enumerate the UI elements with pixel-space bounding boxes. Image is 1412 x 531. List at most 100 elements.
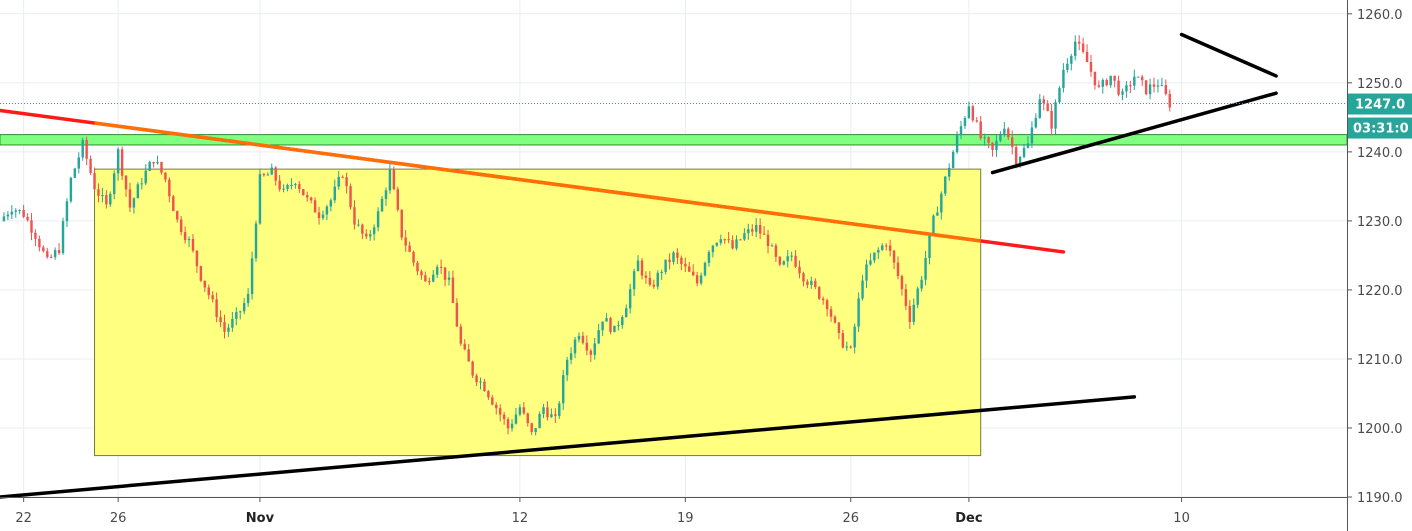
candle-body-20 — [81, 139, 84, 158]
candle-body-27 — [109, 193, 112, 205]
candle-body-233 — [920, 279, 923, 289]
candle-body-11 — [46, 251, 49, 257]
candle-body-114 — [451, 277, 455, 303]
candle-body-187 — [739, 239, 742, 241]
candle-body-137 — [542, 407, 545, 414]
candle-body-247 — [975, 120, 978, 122]
time-tick-label-7: 10 — [1173, 511, 1190, 526]
candle-body-221 — [873, 252, 876, 261]
candle-body-126 — [498, 408, 502, 415]
time-tick-label-4: 19 — [677, 511, 694, 526]
candle-body-8 — [34, 232, 37, 239]
candle-body-142 — [561, 375, 565, 404]
candle-body-266 — [1050, 110, 1053, 129]
candle-body-249 — [983, 137, 986, 139]
candle-body-205 — [810, 280, 813, 285]
candle-body-173 — [684, 263, 687, 267]
candle-body-54 — [215, 299, 218, 318]
candle-body-59 — [235, 312, 238, 319]
time-axis[interactable]: 22 26 Nov 12 19 26 Dec 10 — [0, 497, 1347, 526]
candle-body-286 — [1129, 85, 1132, 87]
candle-body-130 — [514, 414, 518, 424]
candle-body-228 — [900, 276, 904, 290]
candle-body-123 — [487, 391, 490, 398]
candle-body-248 — [979, 121, 982, 139]
long-support-line — [0, 395, 1137, 499]
candle-body-246 — [971, 106, 975, 121]
candle-body-135 — [534, 428, 537, 433]
candle-body-99 — [392, 169, 396, 190]
candle-body-21 — [85, 139, 88, 159]
candle-body-223 — [881, 245, 884, 250]
candle-body-263 — [1038, 99, 1042, 118]
candle-body-185 — [731, 240, 734, 249]
candle-body-64 — [254, 223, 258, 259]
candle-body-245 — [967, 106, 971, 118]
candle-body-34 — [136, 184, 140, 199]
candle-body-262 — [1034, 117, 1038, 128]
candle-body-176 — [695, 275, 699, 284]
candle-body-183 — [723, 239, 726, 241]
candle-body-219 — [865, 264, 868, 281]
candle-body-144 — [569, 353, 573, 360]
candle-body-19 — [77, 157, 80, 169]
candle-body-116 — [459, 326, 463, 344]
candle-body-243 — [959, 126, 963, 136]
price-tick-label-5: 1240.0 — [1357, 146, 1403, 161]
candle-body-188 — [743, 233, 746, 240]
candle-body-184 — [727, 239, 730, 241]
current-price-label: 1247.0 — [1355, 98, 1405, 113]
candle-body-44 — [176, 211, 179, 220]
candle-body-240 — [947, 167, 951, 177]
candle-body-110 — [435, 266, 439, 275]
candle-body-290 — [1144, 80, 1148, 95]
candle-body-29 — [116, 149, 120, 174]
candle-body-159 — [628, 289, 632, 309]
trendline-annotations — [0, 32, 1278, 499]
candle-body-147 — [581, 335, 585, 343]
candle-body-16 — [65, 201, 69, 222]
candle-body-234 — [924, 258, 927, 280]
candle-body-84 — [333, 186, 337, 201]
candle-body-224 — [884, 245, 888, 247]
candle-body-81 — [321, 214, 325, 219]
candle-body-80 — [317, 212, 321, 219]
candle-body-12 — [49, 256, 53, 258]
candle-body-200 — [790, 255, 793, 257]
candle-body-288 — [1137, 76, 1140, 78]
candle-body-207 — [818, 287, 821, 299]
candle-body-124 — [491, 397, 494, 405]
candle-body-7 — [30, 220, 33, 233]
time-tick-label-6: Dec — [955, 511, 982, 526]
candle-body-177 — [699, 275, 703, 284]
time-tick-label-0: 22 — [15, 511, 32, 526]
candle-body-148 — [585, 342, 589, 351]
candle-body-206 — [814, 280, 817, 288]
candle-body-128 — [506, 419, 510, 429]
candle-body-52 — [207, 287, 210, 296]
candle-body-141 — [558, 403, 561, 416]
candle-body-63 — [250, 258, 254, 295]
candle-body-38 — [152, 162, 155, 164]
candle-body-201 — [794, 255, 797, 267]
candle-body-212 — [837, 322, 841, 334]
candle-body-72 — [286, 185, 289, 189]
candle-body-160 — [632, 271, 636, 290]
candle-body-179 — [707, 252, 711, 263]
countdown-label: 03:31:0 — [1353, 122, 1409, 137]
candle-body-251 — [991, 142, 994, 150]
candle-body-283 — [1117, 80, 1120, 95]
candle-body-127 — [502, 414, 506, 420]
time-tick-label-1: 26 — [110, 511, 127, 526]
candle-body-208 — [821, 298, 825, 301]
candle-body-255 — [1007, 128, 1010, 138]
candle-body-284 — [1121, 91, 1124, 95]
candle-body-291 — [1148, 84, 1152, 95]
candle-body-93 — [369, 234, 372, 237]
price-axis[interactable]: 1190.0 1200.0 1210.0 1220.0 1230.0 1240.0 1250… — [1347, 0, 1403, 531]
candle-body-269 — [1062, 69, 1065, 88]
candle-body-257 — [1014, 147, 1018, 165]
candle-body-282 — [1113, 75, 1116, 81]
candle-body-189 — [747, 229, 750, 234]
candle-body-51 — [203, 280, 207, 288]
